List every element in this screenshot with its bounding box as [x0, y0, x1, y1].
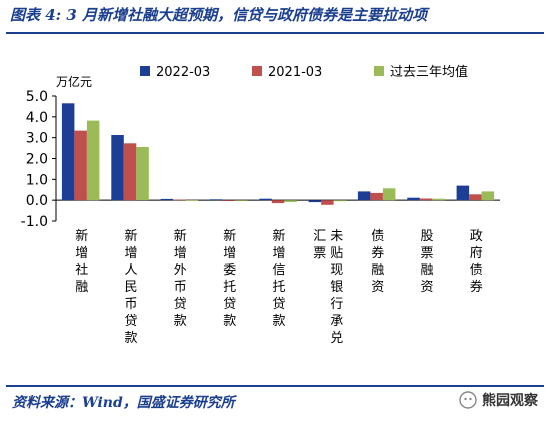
bar-过去三年均值-股票融资: [432, 198, 445, 201]
bar-2022-03-新增外币贷款: [160, 198, 174, 201]
bar-2021-03-债券融资: [370, 192, 383, 201]
bar-过去三年均值-新增社融: [86, 120, 100, 201]
category-label: 汇票: [313, 229, 326, 261]
bar-2021-03-新增社融: [74, 130, 87, 201]
legend-swatch-过去三年均值: [374, 66, 384, 76]
category-label: 政府债券: [470, 229, 483, 295]
y-tick-label: 4.0: [26, 110, 48, 126]
footer-rule: [6, 385, 544, 387]
bar-2022-03-债券融资: [357, 191, 371, 201]
bar-过去三年均值-新增外币贷款: [185, 200, 199, 201]
bar-过去三年均值-债券融资: [382, 188, 396, 201]
bar-2021-03-未贴现银行承兑汇票: [321, 200, 334, 205]
source-note: 资料来源：Wind，国盛证券研究所: [12, 395, 235, 411]
y-tick-label: 5.0: [26, 89, 48, 105]
bar-2021-03-政府债券: [469, 194, 482, 201]
figure-title: 图表 4: 3 月新增社融大超预期，信贷与政府债券是主要拉动项: [10, 6, 428, 24]
bar-2021-03-股票融资: [419, 198, 433, 201]
category-label: 新增外币贷款: [174, 228, 187, 329]
category-label: 新增信托贷款: [272, 228, 285, 329]
legend-label-过去三年均值: 过去三年均值: [390, 64, 468, 80]
legend-swatch-2021-03: [252, 66, 262, 76]
bar-过去三年均值-新增人民币贷款: [136, 147, 149, 201]
y-unit-label: 万亿元: [56, 74, 92, 89]
bar-过去三年均值-新增信托贷款: [284, 200, 297, 202]
bar-过去三年均值-新增委托贷款: [234, 200, 248, 201]
wechat-icon: [459, 391, 477, 409]
bar-2021-03-新增外币贷款: [173, 199, 186, 201]
y-tick-label: 0.0: [26, 193, 48, 209]
bar-2021-03-新增人民币贷款: [123, 143, 137, 201]
bar-过去三年均值-政府债券: [481, 191, 495, 201]
y-tick-label: 1.0: [26, 172, 48, 188]
bar-过去三年均值-未贴现银行承兑汇票: [333, 200, 347, 202]
category-label: 债券融资: [371, 229, 384, 295]
bar-2022-03-新增社融: [61, 103, 75, 201]
category-label: 未贴现银行承兑: [330, 229, 343, 346]
title-rule: [6, 32, 544, 34]
bar-2021-03-新增委托贷款: [222, 200, 235, 201]
category-label: 新增委托贷款: [223, 228, 236, 329]
category-label: 股票融资: [420, 229, 433, 295]
category-label: 新增社融: [75, 228, 88, 295]
y-tick-label: 2.0: [26, 152, 48, 168]
category-label: 新增人民币贷款: [124, 228, 137, 346]
y-tick-label: 3.0: [26, 131, 48, 147]
y-tick-label: -1.0: [21, 214, 48, 230]
legend-label-2021-03: 2021-03: [268, 65, 322, 80]
watermark-text: 熊园观察: [482, 393, 538, 409]
watermark: 熊园观察: [459, 390, 538, 410]
bar-2021-03-新增信托贷款: [271, 200, 285, 204]
bar-2022-03-股票融资: [407, 197, 420, 201]
bar-2022-03-新增信托贷款: [259, 198, 272, 201]
bar-2022-03-未贴现银行承兑汇票: [308, 200, 322, 203]
bar-2022-03-新增人民币贷款: [111, 135, 124, 201]
bar-2022-03-新增委托贷款: [209, 199, 223, 201]
legend-label-2022-03: 2022-03: [156, 65, 210, 80]
bar-2022-03-政府债券: [456, 185, 470, 201]
legend-swatch-2022-03: [140, 66, 150, 76]
